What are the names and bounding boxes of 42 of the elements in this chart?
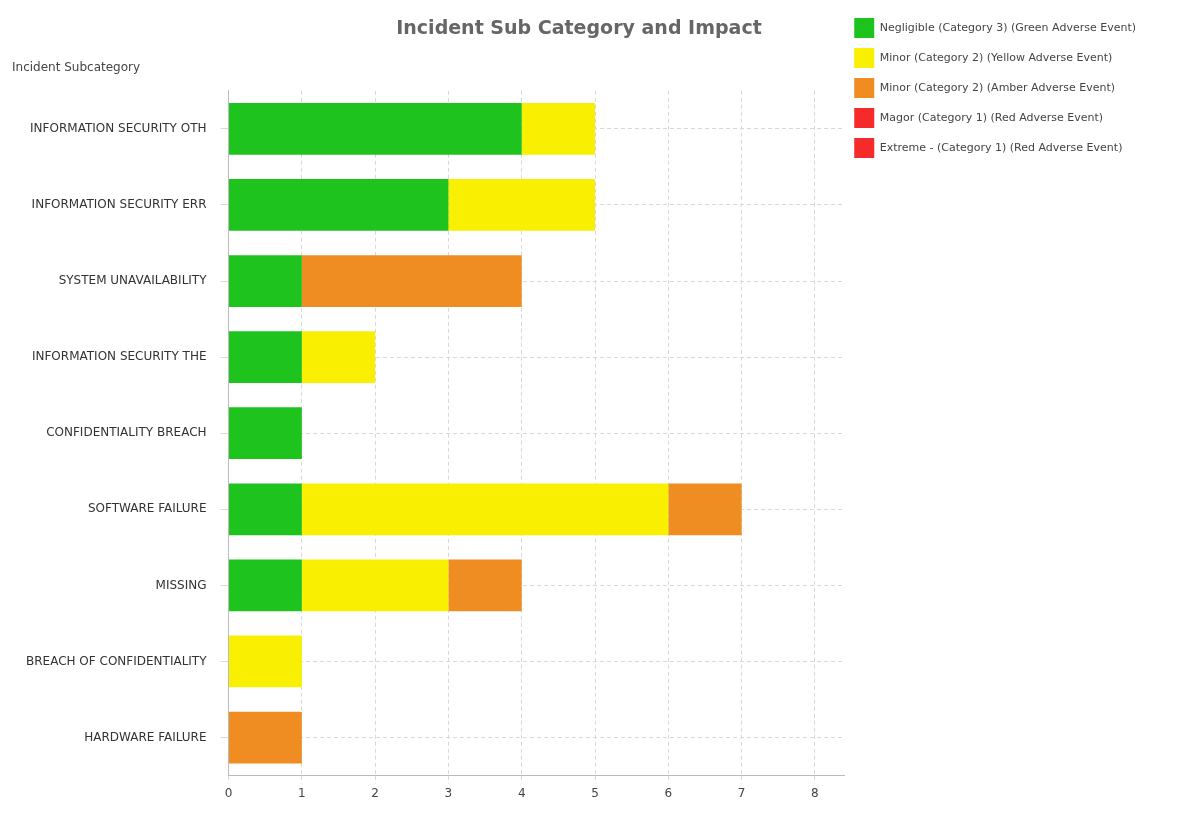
y-axis-title: Incident Subcategory [12,60,141,75]
x-tick-label: 2 [371,785,379,800]
bar [229,102,522,155]
bar [448,179,596,231]
y-tick-label: CONFIDENTIALITY BREACH [46,425,207,440]
y-tick-label: INFORMATION SECURITY ERR [31,197,207,212]
y-tick-label: INFORMATION SECURITY THE [31,349,207,364]
chart-title: Incident Sub Category and Impact [396,16,762,39]
bar [668,483,742,536]
bar [448,559,522,612]
bar [229,179,449,231]
bar [301,331,376,383]
bar [229,559,302,612]
bar [301,559,449,612]
legend-label: Minor (Category 2) (Yellow Adverse Event) [879,50,1113,64]
y-tick-label: MISSING [155,577,207,592]
bar [229,407,302,460]
bar [521,102,596,155]
y-tick-label: SYSTEM UNAVAILABILITY [58,273,208,288]
y-tick-label: INFORMATION SECURITY OTH [30,120,207,135]
bar [301,255,522,307]
x-tick-label: 1 [298,785,306,800]
y-tick-label: BREACH OF CONFIDENTIALITY [25,653,208,668]
x-tick-label: 7 [737,785,746,800]
x-tick-label: 3 [444,785,453,800]
legend-label: Magor (Category 1) (Red Adverse Event) [879,110,1104,124]
x-tick-label: 5 [591,785,599,800]
y-tick-label: SOFTWARE FAILURE [87,501,207,516]
x-tick-label: 6 [664,785,673,800]
y-tick-label: HARDWARE FAILURE [84,729,207,744]
x-tick-label: 8 [811,785,819,800]
legend-label: Negligible (Category 3) (Green Adverse Event) [879,20,1136,34]
legend-label: Extreme - (Category 1) (Red Adverse Event) [879,140,1123,154]
bar [229,483,302,536]
bar [229,255,302,307]
bar [229,711,302,764]
bar [229,635,302,688]
bar [229,331,302,383]
bar [301,483,669,536]
x-tick-label: 4 [517,785,526,800]
legend-label: Minor (Category 2) (Amber Adverse Event) [879,80,1116,94]
x-tick-label: 0 [224,785,233,800]
